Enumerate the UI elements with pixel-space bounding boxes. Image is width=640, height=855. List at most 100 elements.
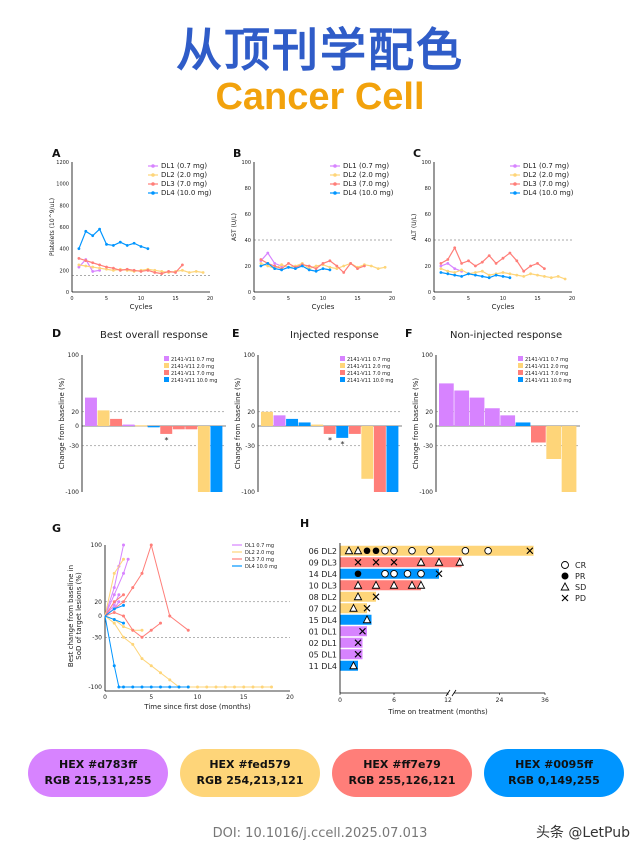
c-point-dl2-2: [453, 271, 457, 274]
b-point-dl2-17: [376, 267, 380, 270]
g-point-8-2: [122, 614, 125, 618]
c-point-dl2-5: [474, 271, 477, 274]
a-legend-marker-3: [151, 191, 155, 195]
h-event-0-3: [372, 547, 380, 555]
b-point-dl2-0: [259, 262, 263, 265]
f-bar-8: [561, 426, 577, 492]
a-point-dl2-0: [77, 263, 81, 267]
e-bar-5: [323, 426, 336, 434]
g-point-0-1: [112, 586, 116, 590]
swatch-dl1-rgb: RGB 215,131,255: [44, 774, 152, 787]
g-x-tick-2: 10: [194, 694, 202, 701]
c-y-label: ALT (U/L): [411, 214, 418, 241]
g-point-7-4: [140, 571, 144, 575]
h-event-1-3: [416, 557, 426, 566]
g-point-10-7: [159, 685, 162, 689]
g-point-7-6: [168, 614, 172, 618]
c-point-dl4-8: [494, 273, 498, 277]
panel-letter-c: C: [413, 147, 422, 160]
a-legend-marker-2: [151, 182, 155, 186]
c-series-dl3: [440, 246, 545, 273]
c-legend-label-2: DL3 (7.0 mg): [523, 180, 569, 188]
e-y-tick-3: -30: [245, 443, 255, 450]
a-x-tick-4: 20: [207, 296, 213, 302]
g-y-tick-4: -100: [88, 684, 102, 691]
a-point-dl1-0: [77, 265, 81, 269]
h-event-2-3: [403, 570, 412, 578]
f-legend-label-1: 2141-V11 2.0 mg: [525, 364, 568, 370]
a-y-tick-3: 600: [59, 225, 69, 231]
e-legend-label-1: 2141-V11 2.0 mg: [347, 364, 390, 370]
g-point-4-17: [260, 685, 264, 689]
panel-letter-f: F: [405, 327, 413, 340]
g-point-4-10: [196, 685, 199, 689]
g-point-4-13: [223, 685, 227, 689]
g-point-10-10: [186, 685, 190, 689]
g-point-4-2: [122, 635, 125, 639]
b-point-dl4-5: [294, 267, 297, 270]
b-y-tick-4: 80: [245, 186, 251, 192]
c-legend-marker-0: [513, 164, 517, 168]
g-point-7-5: [149, 543, 153, 547]
c-point-dl3-2: [453, 246, 457, 250]
b-y-tick-5: 100: [241, 160, 251, 166]
c-point-dl4-4: [467, 272, 470, 276]
a-point-dl4-9: [139, 245, 143, 248]
a-point-dl3-15: [181, 263, 184, 267]
d-y-tick-3: -30: [69, 443, 79, 450]
h-event-0-4: [381, 547, 389, 555]
c-point-dl4-6: [480, 275, 484, 278]
d-bar-7: [172, 426, 185, 430]
e-y-tick-4: -100: [241, 489, 255, 496]
f-legend-swatch-3: [518, 377, 523, 382]
a-x-tick-3: 15: [172, 296, 178, 302]
g-y-tick-0: 100: [91, 542, 103, 549]
a-point-dl3-11: [153, 271, 157, 274]
e-legend-label-3: 2141-V11 10.0 mg: [347, 378, 393, 384]
f-legend-swatch-0: [518, 356, 523, 361]
h-patient-label-4: 08 DL2: [309, 593, 337, 602]
g-series-7: [104, 543, 189, 631]
g-point-10-6: [149, 685, 153, 689]
h-patient-label-8: 02 DL1: [309, 639, 337, 648]
g-point-0-3: [122, 543, 125, 547]
swatch-dl2-hex: HEX #fed579: [209, 758, 291, 771]
c-point-dl3-1: [446, 258, 450, 261]
h-x-tick-2: 12: [444, 697, 452, 704]
b-point-dl2-3: [280, 263, 283, 267]
swatch-dl4: HEX #0095ff RGB 0,149,255: [484, 749, 624, 797]
c-point-dl4-0: [439, 271, 443, 274]
h-patient-label-2: 14 DL4: [309, 570, 337, 579]
b-legend-label-2: DL3 (7.0 mg): [343, 180, 389, 188]
g-point-2-2: [117, 593, 121, 597]
h-event-2-4: [417, 570, 425, 578]
h-legend-marker-2: [560, 582, 570, 591]
a-point-dl3-14: [174, 271, 177, 274]
b-legend-label-0: DL1 (0.7 mg): [343, 162, 389, 170]
h-event-2-2: [390, 570, 398, 578]
d-y-tick-2: 0: [75, 423, 79, 430]
a-y-tick-0: 0: [66, 290, 69, 296]
h-event-8-0: [354, 639, 362, 647]
d-y-tick-4: -100: [65, 489, 79, 496]
c-y-tick-5: 100: [421, 160, 431, 166]
b-point-dl3-7: [307, 264, 311, 268]
e-bar-1: [273, 415, 286, 426]
a-point-dl3-12: [160, 272, 164, 275]
a-point-dl4-10: [146, 247, 150, 251]
panel-letter-b: B: [233, 147, 242, 160]
g-point-4-18: [270, 685, 273, 689]
a-point-dl2-15: [181, 268, 184, 272]
g-point-4-16: [251, 685, 255, 689]
d-bar-0: [85, 397, 97, 426]
a-x-tick-0: 0: [70, 296, 73, 302]
panel-letter-g: G: [52, 522, 62, 535]
d-y-label: Change from baseline (%): [58, 378, 66, 469]
h-event-3-1: [371, 580, 381, 589]
g-point-2-1: [112, 603, 116, 607]
e-bar-marker-5: *: [328, 436, 332, 445]
f-y-tick-4: -100: [419, 489, 433, 496]
c-point-dl1-1: [446, 262, 450, 265]
g-point-8-1: [112, 610, 116, 614]
g-point-4-4: [140, 657, 144, 661]
